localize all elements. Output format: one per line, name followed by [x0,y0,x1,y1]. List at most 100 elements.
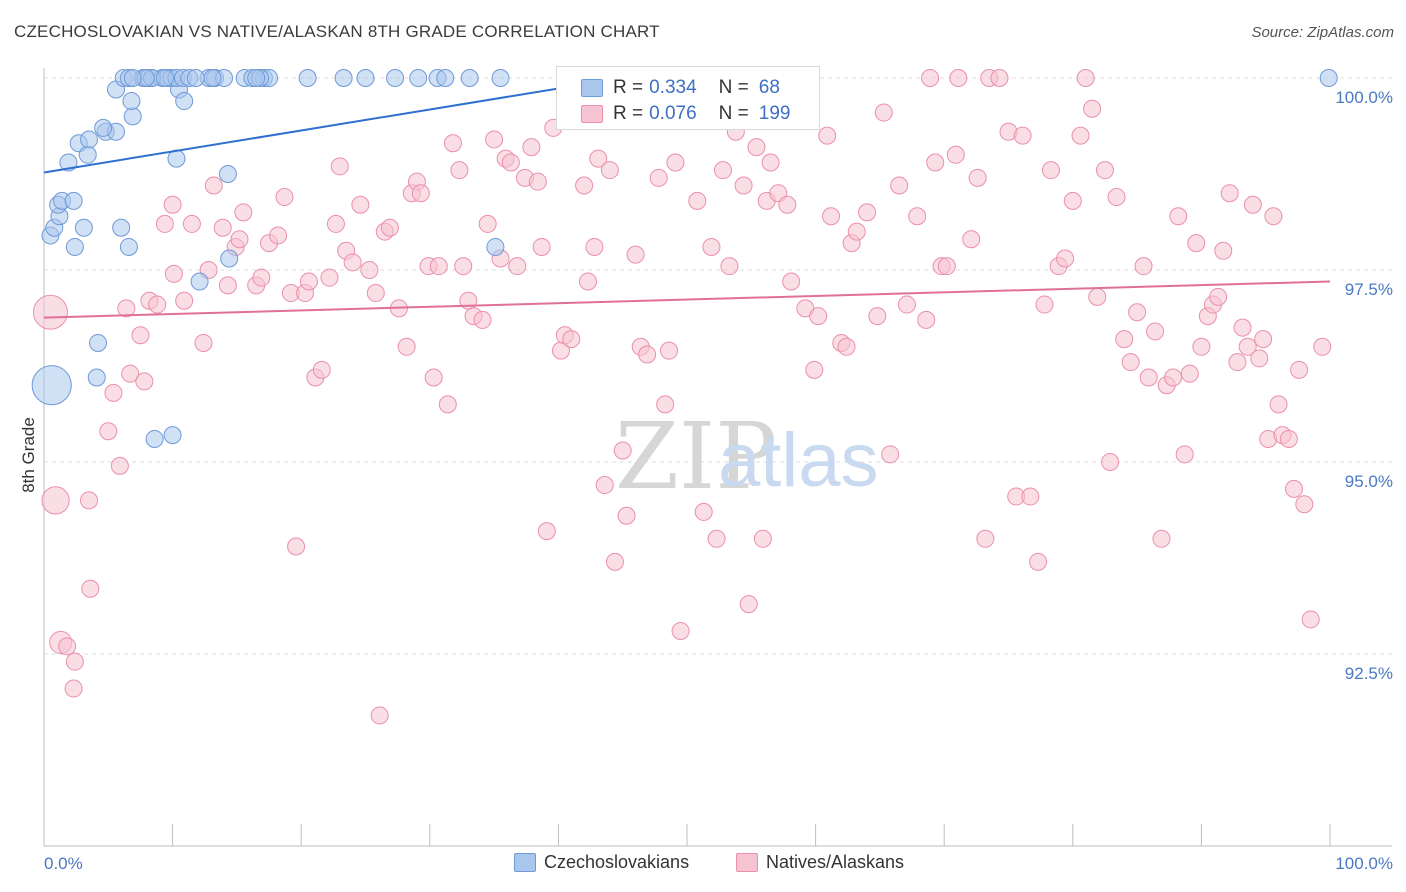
native-alaskan-point [714,161,733,180]
czechoslovakians-points [31,69,1338,448]
czechoslovakian-point [155,69,174,87]
native-alaskan-point [1192,337,1211,356]
native-alaskan-point [666,153,685,172]
native-alaskan-point [1180,364,1199,383]
legend-n-label: N = [718,77,749,98]
native-alaskan-point [182,214,201,233]
czechoslovakian-point [87,368,106,387]
native-alaskan-point [155,214,174,233]
native-alaskan-point [782,272,801,291]
native-alaskan-point [411,184,430,203]
legend-r-value: 0.076 [649,103,697,124]
native-alaskan-point [778,195,797,214]
native-alaskan-point [269,226,288,245]
native-alaskan-point [818,126,837,145]
czechoslovakian-point [220,249,239,268]
native-alaskan-point [1063,191,1082,210]
y-tick-label: 95.0% [1345,472,1393,491]
native-alaskan-point [65,652,84,671]
native-alaskan-point [694,502,713,521]
native-alaskan-point [562,330,581,349]
native-alaskan-point [688,191,707,210]
native-alaskan-point [1088,287,1107,306]
native-alaskan-point [1269,395,1288,414]
native-alaskan-point [450,161,469,180]
native-alaskan-point [213,218,232,237]
native-alaskan-point [897,295,916,314]
czechoslovakian-point [460,69,479,87]
native-alaskan-point [80,491,99,510]
czechoslovakian-point [80,130,99,149]
native-alaskan-point [163,195,182,214]
native-alaskan-point [287,537,306,556]
czechoslovakian-point [123,69,142,87]
native-alaskan-point [443,134,462,153]
czechoslovakian-point [89,333,108,352]
x-tick-label-max: 100.0% [1335,854,1393,873]
native-alaskan-point [1301,610,1320,629]
native-alaskan-point [937,257,956,276]
native-alaskan-point [595,476,614,495]
native-alaskan-point [330,157,349,176]
native-alaskan-point [424,368,443,387]
axes [43,68,1392,847]
native-alaskan-point [881,445,900,464]
native-alaskan-point [234,203,253,222]
native-alaskan-point [1071,126,1090,145]
native-alaskan-point [739,595,758,614]
native-alaskan-point [532,237,551,256]
native-alaskan-point [104,383,123,402]
native-alaskan-point [1228,353,1247,372]
native-alaskan-point [1115,330,1134,349]
native-alaskan-point [1209,287,1228,306]
native-alaskan-point [707,529,726,548]
native-alaskan-point [858,203,877,222]
native-alaskan-point [478,214,497,233]
correlation-legend: R = 0.334 N = 68 R = 0.076 N = 199 [556,66,820,130]
czechoslovakian-point [334,69,353,87]
natives-alaskans-trend-line [43,280,1331,319]
native-alaskan-point [1121,353,1140,372]
czechoslovakian-point [163,426,182,445]
native-alaskan-point [1284,479,1303,498]
trend-lines [43,77,1331,319]
legend-swatch-pink [581,105,603,123]
legend-r-label: R = [613,77,644,98]
native-alaskan-point [343,253,362,272]
native-alaskan-point [380,218,399,237]
chart-title: CZECHOSLOVAKIAN VS NATIVE/ALASKAN 8TH GR… [14,22,660,41]
native-alaskan-point [626,245,645,264]
native-alaskan-point [1243,195,1262,214]
native-alaskan-point [1214,241,1233,260]
native-alaskan-point [58,637,77,656]
native-alaskan-point [753,529,772,548]
czechoslovakian-point [94,118,113,137]
native-alaskan-point [454,257,473,276]
native-alaskan-point [1279,429,1298,448]
native-alaskan-point [81,579,100,598]
y-tick-label: 92.5% [1345,664,1393,683]
native-alaskan-point [218,276,237,295]
native-alaskan-point [837,337,856,356]
native-alaskan-point [949,69,968,87]
native-alaskan-point [41,486,70,515]
native-alaskan-point [1164,368,1183,387]
czechoslovakian-point [31,365,72,406]
native-alaskan-point [908,207,927,226]
native-alaskan-point [1076,69,1095,87]
legend-n-value: 68 [758,77,780,98]
czechoslovakian-point [59,153,78,172]
native-alaskan-point [1134,257,1153,276]
czechoslovakian-point [112,218,131,237]
czechoslovakian-point [74,218,93,237]
native-alaskan-point [1169,207,1188,226]
native-alaskan-point [175,291,194,310]
native-alaskan-point [485,130,504,149]
native-alaskan-point [589,149,608,168]
native-alaskan-point [1290,360,1309,379]
czechoslovakian-point [436,69,455,87]
native-alaskan-point [868,307,887,326]
czechoslovakian-point [64,191,83,210]
czechoslovakians-trend-line [43,77,623,174]
native-alaskan-point [326,214,345,233]
